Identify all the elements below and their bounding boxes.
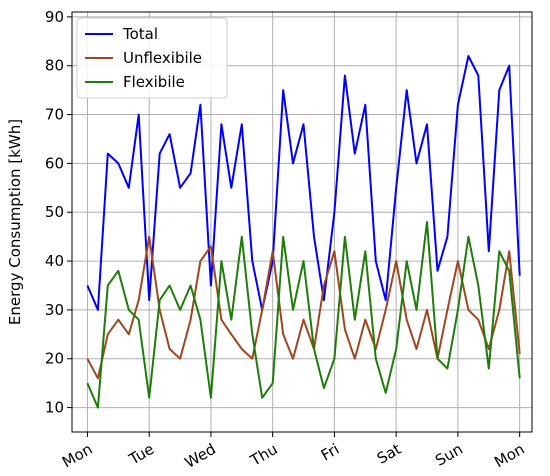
- y-tick-label: 80: [45, 57, 64, 75]
- y-tick-label: 40: [45, 252, 64, 270]
- plot-frame: [71, 11, 533, 433]
- y-tick-label: 90: [45, 8, 64, 26]
- x-tick-label: Fri: [318, 440, 342, 465]
- line-series: [86, 55, 521, 311]
- y-axis-label: Energy Consumption [kWh]: [6, 119, 24, 325]
- x-tick-label: Sun: [432, 440, 466, 470]
- line-series: [86, 221, 521, 409]
- x-tick-label: Thu: [246, 440, 280, 470]
- y-tick-label: 30: [45, 301, 64, 319]
- legend-label: Flexibile: [123, 73, 185, 91]
- legend: Total Unflexibile Flexibile: [76, 17, 228, 99]
- x-tick-label: Mon: [491, 440, 527, 471]
- y-tick-label: 70: [45, 106, 64, 124]
- legend-box: [76, 17, 228, 99]
- x-tick-label: Mon: [59, 440, 95, 471]
- legend-label: Total: [122, 25, 158, 43]
- x-tick-label: Wed: [182, 440, 219, 472]
- y-tick-label: 60: [45, 154, 64, 172]
- y-tick-label: 10: [45, 399, 64, 417]
- y-tick-label: 50: [45, 203, 64, 221]
- legend-label: Unflexibile: [123, 49, 202, 67]
- x-tick-label: Sat: [374, 440, 404, 468]
- line-series: [86, 235, 521, 380]
- y-tick-label: 20: [45, 350, 64, 368]
- x-tick-label: Tue: [125, 440, 157, 469]
